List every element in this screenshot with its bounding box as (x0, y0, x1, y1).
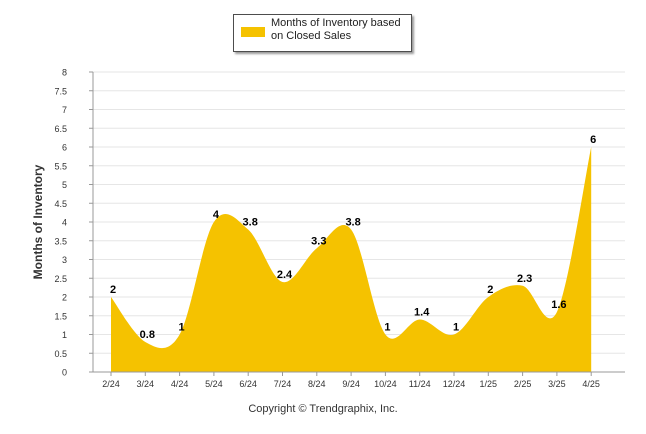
x-tick-label: 2/25 (514, 379, 532, 389)
data-label: 2.4 (277, 269, 293, 281)
x-tick-label: 4/25 (582, 379, 600, 389)
data-label: 3.3 (311, 235, 326, 247)
y-tick-label: 3.5 (54, 236, 67, 246)
y-tick-label: 4 (62, 218, 67, 228)
x-tick-label: 12/24 (443, 379, 466, 389)
x-tick-label: 4/24 (171, 379, 189, 389)
legend-swatch (241, 27, 265, 37)
data-label: 2 (487, 284, 493, 296)
data-label: 1 (384, 322, 390, 334)
data-label: 1.4 (414, 307, 430, 319)
x-tick-label: 8/24 (308, 379, 326, 389)
data-label: 2.3 (517, 273, 532, 285)
y-tick-label: 6 (62, 143, 67, 153)
y-tick-label: 7.5 (54, 86, 67, 96)
series-area (111, 147, 592, 372)
y-axis-label: Months of Inventory (31, 164, 45, 280)
x-tick-label: 1/25 (480, 379, 498, 389)
x-tick-label: 10/24 (374, 379, 397, 389)
y-tick-label: 3 (62, 255, 67, 265)
y-tick-label: 5.5 (54, 161, 67, 171)
y-tick-label: 0.5 (54, 349, 67, 359)
data-label: 0.8 (140, 329, 155, 341)
data-label: 6 (590, 134, 596, 146)
data-label: 2 (110, 284, 116, 296)
legend-label: Months of Inventory based on Closed Sale… (271, 17, 401, 42)
data-label: 3.8 (243, 217, 258, 229)
data-label: 4 (213, 209, 220, 221)
copyright: Copyright © Trendgraphix, Inc. (248, 403, 398, 415)
x-tick-label: 3/25 (548, 379, 566, 389)
x-tick-label: 2/24 (102, 379, 120, 389)
x-tick-label: 3/24 (137, 379, 155, 389)
data-label: 1.6 (551, 299, 566, 311)
y-tick-label: 8 (62, 68, 67, 78)
data-label: 3.8 (345, 217, 360, 229)
y-tick-label: 6.5 (54, 124, 67, 134)
y-tick-label: 1.5 (54, 311, 67, 321)
x-tick-label: 11/24 (409, 379, 431, 389)
y-tick-label: 4.5 (54, 199, 67, 209)
y-tick-label: 2.5 (54, 274, 67, 284)
y-tick-label: 0 (62, 368, 67, 378)
y-tick-label: 1 (62, 330, 67, 340)
x-tick-label: 5/24 (205, 379, 223, 389)
x-tick-label: 7/24 (274, 379, 292, 389)
legend: Months of Inventory based on Closed Sale… (233, 14, 412, 52)
x-tick-label: 6/24 (239, 379, 257, 389)
y-tick-label: 7 (62, 105, 67, 115)
y-tick-label: 5 (62, 180, 67, 190)
y-tick-label: 2 (62, 293, 67, 303)
data-label: 1 (453, 322, 459, 334)
x-tick-label: 9/24 (342, 379, 360, 389)
data-label: 1 (179, 322, 185, 334)
